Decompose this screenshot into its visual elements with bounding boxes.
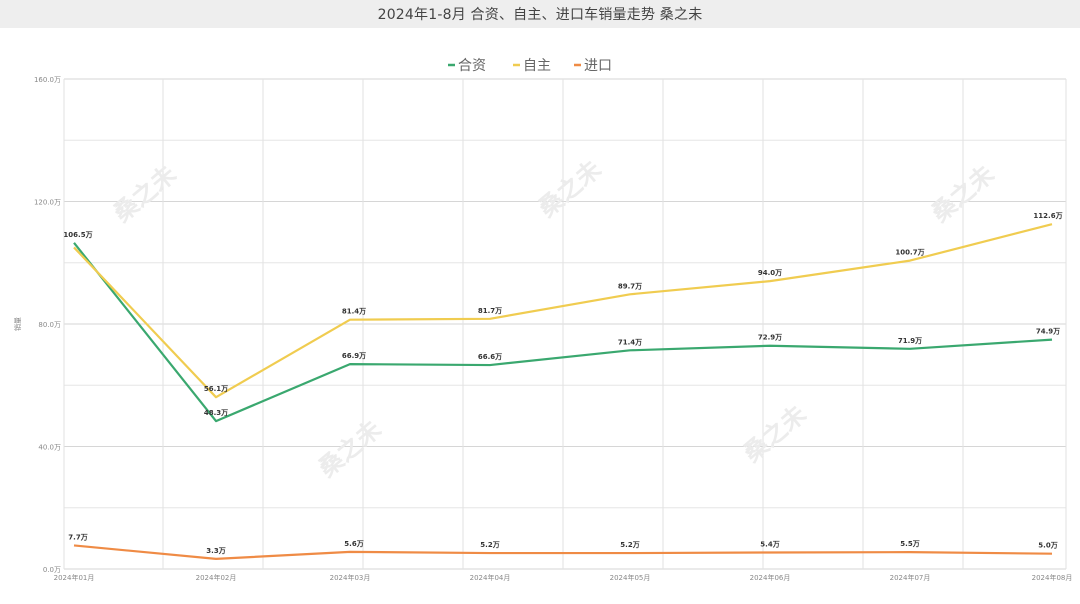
- y-tick-label: 80.0万: [38, 321, 61, 329]
- data-label: 48.3万: [204, 409, 228, 417]
- data-label: 74.9万: [1036, 328, 1060, 336]
- data-label: 5.6万: [344, 540, 363, 548]
- y-axis-title: 销量: [13, 317, 22, 331]
- watermark-text: 桑之未: [108, 160, 181, 228]
- data-label: 5.0万: [1038, 542, 1057, 550]
- x-tick-label: 2024年05月: [610, 573, 651, 582]
- data-label: 100.7万: [895, 249, 924, 257]
- data-label: 56.1万: [204, 385, 228, 393]
- watermark-text: 桑之未: [533, 155, 606, 223]
- data-label: 112.6万: [1033, 212, 1062, 220]
- x-tick-label: 2024年04月: [470, 573, 511, 582]
- chart-area: 0.0万 40.0万 80.0万 120.0万 160.0万销量 2024年01月 2024…: [0, 28, 1080, 604]
- data-label: 3.3万: [206, 547, 225, 555]
- legend-label-2: 自主: [523, 58, 551, 74]
- x-tick-label: 2024年07月: [890, 573, 931, 582]
- legend-label-1: 合资: [458, 58, 486, 74]
- data-label: 5.2万: [480, 541, 499, 549]
- data-label: 89.7万: [618, 282, 642, 290]
- watermark-text: 桑之未: [738, 400, 811, 468]
- data-label: 5.2万: [620, 541, 639, 549]
- data-label: 5.4万: [760, 540, 779, 548]
- data-label: 106.5万: [63, 231, 92, 239]
- series-line-1: [73, 242, 1053, 423]
- data-label: 94.0万: [758, 269, 782, 277]
- x-tick-label: 2024年03月: [330, 573, 371, 582]
- series-line-2: [73, 223, 1053, 399]
- y-tick-label: 40.0万: [38, 444, 61, 452]
- y-tick-label: 0.0万: [43, 566, 61, 574]
- series-line-3: [73, 544, 1053, 560]
- legend-label-3: 进口: [584, 58, 612, 74]
- x-tick-label: 2024年06月: [750, 573, 791, 582]
- x-tick-label: 2024年08月: [1032, 573, 1073, 582]
- title-bar: 2024年1-8月 合资、自主、进口车销量走势 桑之未: [0, 0, 1080, 28]
- x-tick-label: 2024年02月: [196, 573, 237, 582]
- data-label: 81.7万: [478, 307, 502, 315]
- data-label: 7.7万: [68, 533, 87, 541]
- data-label: 81.4万: [342, 308, 366, 316]
- data-label: 66.6万: [478, 353, 502, 361]
- data-label: 71.9万: [898, 337, 922, 345]
- data-label: 66.9万: [342, 352, 366, 360]
- data-label: 5.5万: [900, 540, 919, 548]
- x-tick-label: 2024年01月: [54, 573, 95, 582]
- chart-title: 2024年1-8月 合资、自主、进口车销量走势 桑之未: [377, 7, 703, 23]
- data-label: 72.9万: [758, 334, 782, 342]
- y-tick-label: 120.0万: [34, 199, 61, 207]
- data-label: 71.4万: [618, 338, 642, 346]
- y-tick-label: 160.0万: [34, 76, 61, 84]
- watermark-text: 桑之未: [313, 415, 386, 483]
